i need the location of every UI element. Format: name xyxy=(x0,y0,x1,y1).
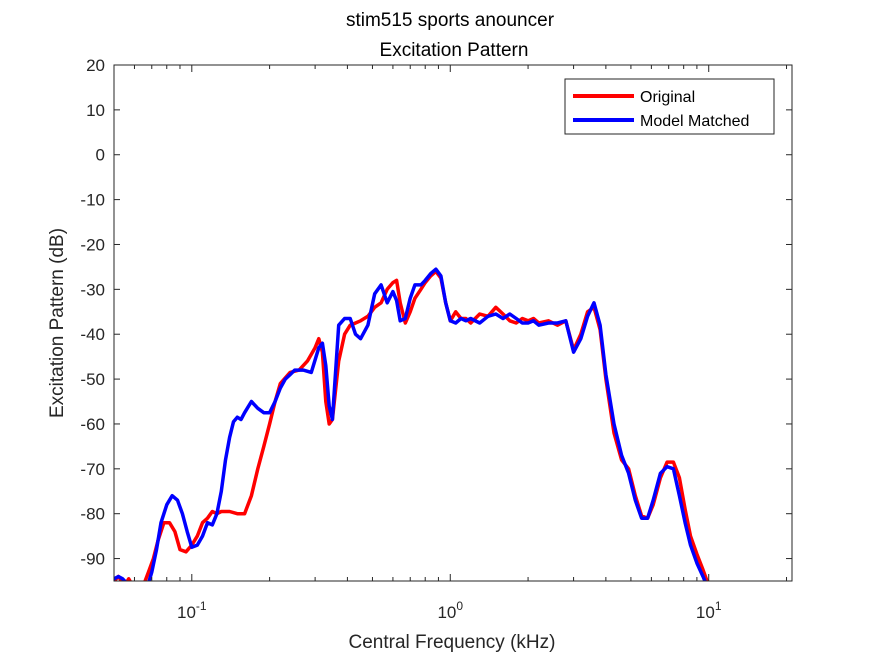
legend-label-original: Original xyxy=(640,89,695,106)
series-layer xyxy=(114,267,709,581)
x-tick-exponent: 1 xyxy=(715,599,722,613)
x-tick-label: 101 xyxy=(696,599,722,622)
y-axis: 20 10 0 -10 -20 -30 -40 -50 -60 -70 -80 -90 xyxy=(80,56,792,569)
x-tick-label: 10-1 xyxy=(177,599,207,622)
y-tick-label: 20 xyxy=(86,56,105,75)
y-tick-label: -40 xyxy=(80,325,105,344)
chart-subtitle: Excitation Pattern xyxy=(380,40,529,61)
x-axis: 10-1 100 101 xyxy=(113,65,788,622)
legend: Original Model Matched xyxy=(564,78,775,135)
y-tick-label: 0 xyxy=(96,146,105,165)
x-tick-exponent: -1 xyxy=(196,599,207,613)
y-axis-label: Excitation Pattern (dB) xyxy=(47,228,68,418)
legend-label-model-matched: Model Matched xyxy=(640,113,749,130)
y-tick-label: -70 xyxy=(80,460,105,479)
y-tick-label: -90 xyxy=(80,550,105,569)
x-tick-label: 100 xyxy=(437,599,463,622)
chart-title: stim515 sports anouncer xyxy=(346,10,555,31)
series-line-model-matched xyxy=(114,267,707,581)
y-tick-label: -30 xyxy=(80,280,105,299)
x-tick-base: 10 xyxy=(696,603,715,622)
y-tick-label: -80 xyxy=(80,505,105,524)
x-tick-base: 10 xyxy=(437,603,456,622)
y-tick-label: -50 xyxy=(80,370,105,389)
y-tick-label: -20 xyxy=(80,235,105,254)
axes-box xyxy=(113,64,793,582)
y-tick-label: -60 xyxy=(80,415,105,434)
x-axis-label: Central Frequency (kHz) xyxy=(349,632,556,653)
y-tick-label: 10 xyxy=(86,101,105,120)
x-tick-base: 10 xyxy=(177,603,196,622)
y-tick-label: -10 xyxy=(80,191,105,210)
legend-box xyxy=(564,78,775,135)
x-tick-exponent: 0 xyxy=(456,599,463,613)
